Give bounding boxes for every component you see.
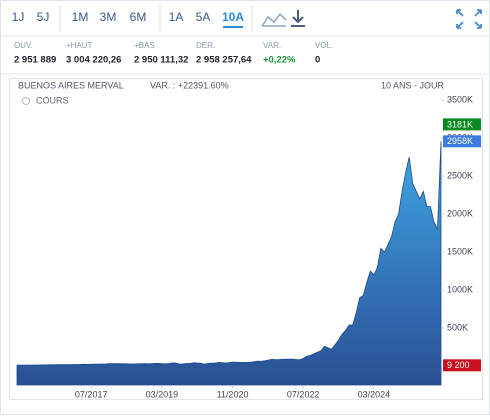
x-tick-label: 11/2020 [217, 389, 249, 399]
period-button[interactable]: 3M [100, 10, 117, 24]
price-tag [443, 118, 481, 131]
stat-label: +HAUT [66, 41, 93, 50]
price-tag [443, 135, 481, 148]
stat-value: 2 950 111,32 [134, 55, 188, 66]
y-tick-label: 3500K [447, 95, 473, 105]
stat-label: +BAS [134, 41, 155, 50]
stat-label: VAR. [263, 41, 281, 50]
stat-label: VOL. [315, 41, 333, 50]
fullscreen-icon[interactable] [456, 9, 482, 29]
period-button[interactable]: 5J [37, 10, 50, 24]
period-button[interactable]: 6M [130, 10, 147, 24]
stat-value: +0,22% [263, 55, 296, 66]
x-tick-label: 03/2024 [358, 389, 391, 399]
price-tag-label: 3181K [447, 119, 473, 129]
chart-frame [9, 78, 483, 400]
period-button[interactable]: 1J [12, 10, 25, 24]
x-tick-label: 03/2019 [146, 389, 179, 399]
price-tag-label: 9 200 [447, 360, 470, 370]
stat-value: 2 951 889 [14, 55, 56, 66]
y-tick-label: 1500K [447, 246, 473, 256]
area-icon[interactable] [261, 12, 287, 27]
download-icon[interactable] [291, 10, 305, 27]
stat-label: OUV. [14, 41, 33, 50]
x-tick-label: 07/2017 [75, 389, 108, 399]
x-tick-label: 07/2022 [287, 389, 320, 399]
period-label: 10 ANS - JOUR [381, 80, 445, 90]
y-tick-label: 1000K [447, 284, 473, 294]
stat-label: DER. [196, 41, 215, 50]
price-tag-label: 2958K [447, 136, 473, 146]
stat-value: 3 004 220,26 [66, 55, 121, 66]
period-button[interactable]: 1M [72, 10, 89, 24]
stat-value: 2 958 257,64 [196, 55, 252, 66]
period-button[interactable]: 1A [169, 10, 184, 24]
y-tick-label: 500K [447, 322, 468, 332]
chart-subtitle: VAR. : +22391.60% [150, 80, 229, 90]
stat-value: 0 [315, 55, 320, 66]
period-button[interactable]: 5A [196, 10, 211, 24]
legend-label[interactable]: COURS [36, 95, 69, 105]
y-tick-label: 2500K [447, 170, 473, 180]
period-button[interactable]: 10A [222, 10, 244, 24]
area [16, 141, 442, 386]
chart-title: BUENOS AIRES MERVAL [18, 80, 124, 90]
price-tag [443, 359, 481, 372]
y-tick-label: 2000K [447, 208, 473, 218]
legend-icon[interactable] [22, 97, 30, 105]
